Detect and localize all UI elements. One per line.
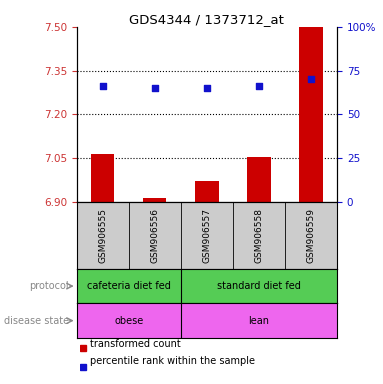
Point	[256, 83, 262, 89]
Text: cafeteria diet fed: cafeteria diet fed	[87, 281, 170, 291]
Text: GSM906559: GSM906559	[306, 208, 316, 263]
Point	[152, 85, 158, 91]
Text: GSM906555: GSM906555	[98, 208, 107, 263]
Text: lean: lean	[249, 316, 269, 326]
Text: transformed count: transformed count	[90, 339, 181, 349]
Bar	[247, 157, 271, 202]
Text: standard diet fed: standard diet fed	[217, 281, 301, 291]
Text: GSM906557: GSM906557	[202, 208, 211, 263]
Text: obese: obese	[114, 316, 143, 326]
Point	[308, 76, 314, 82]
Bar	[195, 180, 219, 202]
Text: disease state: disease state	[4, 316, 69, 326]
Text: GSM906556: GSM906556	[150, 208, 159, 263]
Text: protocol: protocol	[29, 281, 69, 291]
Point	[100, 83, 106, 89]
Title: GDS4344 / 1373712_at: GDS4344 / 1373712_at	[129, 13, 284, 26]
Bar	[299, 27, 323, 202]
Text: GSM906558: GSM906558	[254, 208, 264, 263]
Point	[204, 85, 210, 91]
Bar	[143, 198, 167, 202]
Text: percentile rank within the sample: percentile rank within the sample	[90, 356, 255, 366]
Bar	[91, 154, 115, 202]
